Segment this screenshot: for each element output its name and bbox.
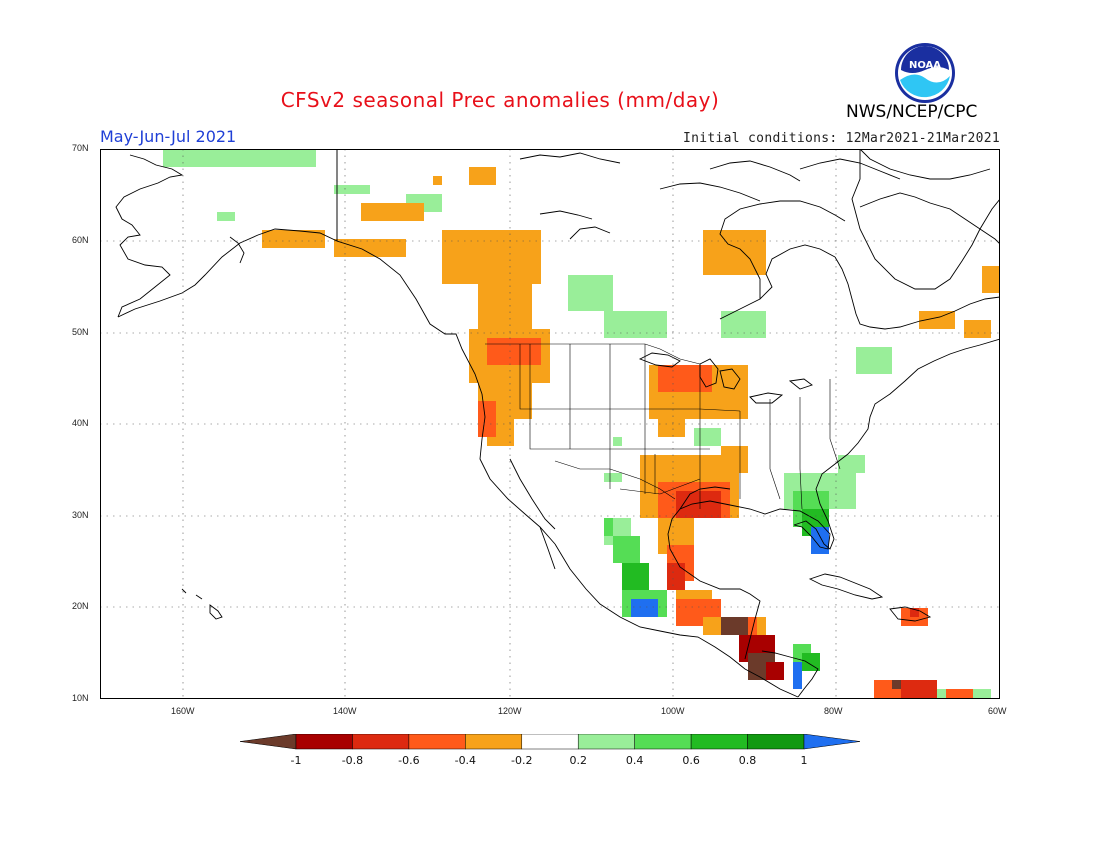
map-title-text: CFSv2 seasonal Prec anomalies (mm/day)	[280, 88, 720, 112]
anomaly-cell	[262, 230, 325, 248]
anomaly-cell	[622, 563, 649, 590]
anomaly-cell	[919, 311, 955, 329]
anomaly-cell	[334, 185, 370, 194]
longitude-label: 140W	[333, 706, 357, 716]
longitude-label: 100W	[661, 706, 685, 716]
colorbar-cell	[408, 734, 466, 750]
colorbar-tick-label: -0.8	[341, 754, 364, 767]
longitude-label: 120W	[498, 706, 522, 716]
anomaly-cell	[703, 230, 766, 275]
anomaly-cell	[901, 680, 937, 698]
colorbar-cell	[465, 734, 523, 750]
colorbar-tick-label: -0.4	[454, 754, 477, 767]
agency-label: NWS/NCEP/CPC	[846, 102, 978, 122]
grid-lines	[100, 149, 1000, 699]
anomaly-cell	[964, 320, 991, 338]
anomaly-cell	[334, 239, 406, 257]
noaa-logo-text: NOAA	[909, 60, 941, 71]
colorbar-tick-label: 0.2	[569, 754, 587, 767]
colorbar-tick-label: -0.6	[398, 754, 420, 767]
anomaly-cell	[604, 518, 613, 536]
anomaly-cell	[361, 203, 424, 221]
anomaly-cell	[604, 311, 667, 338]
latitude-label: 10N	[72, 693, 89, 703]
latitude-label: 60N	[72, 235, 89, 245]
colorbar-tick-label: 0.8	[738, 754, 757, 767]
latitude-label: 30N	[72, 510, 89, 520]
longitude-label: 160W	[171, 706, 195, 716]
colorbar-cell	[747, 734, 805, 750]
anomaly-cell	[613, 536, 640, 563]
colorbar-cell	[295, 734, 353, 750]
anomaly-cell	[910, 608, 919, 617]
colorbar	[240, 734, 860, 750]
colorbar-cells	[240, 734, 860, 750]
anomaly-cell	[946, 689, 973, 698]
anomaly-cell	[613, 437, 622, 446]
colorbar-cell	[577, 734, 635, 750]
anomaly-cell	[568, 275, 613, 311]
colorbar-cell	[521, 734, 579, 750]
anomaly-cell	[793, 662, 802, 689]
anomaly-cell	[811, 527, 829, 554]
longitude-label: 80W	[824, 706, 843, 716]
anomaly-cell	[694, 428, 721, 446]
initial-conditions-label: Initial conditions: 12Mar2021-21Mar2021	[683, 131, 1000, 146]
latitude-label: 50N	[72, 327, 89, 337]
anomaly-cell	[658, 410, 685, 437]
colorbar-arrow-low	[240, 734, 297, 750]
anomaly-cell	[658, 365, 712, 392]
latitude-label: 20N	[72, 601, 89, 611]
colorbar-tick-label: -1	[290, 754, 302, 767]
colorbar-tick-label: 1	[800, 754, 808, 767]
noaa-logo: NOAA	[895, 43, 955, 103]
anomaly-cell	[163, 149, 316, 167]
anomaly-cell	[721, 617, 748, 635]
longitude-label: 60W	[988, 706, 1007, 716]
colorbar-tick-label: 0.6	[682, 754, 700, 767]
anomaly-cell	[892, 680, 901, 689]
anomaly-map	[100, 149, 1000, 699]
anomaly-cell	[802, 653, 820, 671]
colorbar-tick-label: 0.4	[625, 754, 644, 767]
anomaly-cells	[163, 149, 1000, 698]
political-borders	[336, 149, 841, 510]
colorbar-cell	[634, 734, 692, 750]
anomaly-cell	[982, 266, 1000, 293]
anomaly-cell	[766, 662, 784, 680]
anomaly-cell	[856, 347, 892, 374]
anomaly-cell	[478, 275, 532, 338]
anomaly-cell	[838, 455, 865, 473]
anomaly-cell	[604, 473, 622, 482]
anomaly-cell	[433, 176, 442, 185]
anomaly-cell	[478, 401, 496, 437]
latitude-label: 40N	[72, 418, 89, 428]
anomaly-cell	[667, 563, 685, 590]
season-label: May-Jun-Jul 2021	[100, 127, 237, 146]
anomaly-cell	[469, 167, 496, 185]
colorbar-tick-label: -0.2	[511, 754, 533, 767]
anomaly-cell	[487, 338, 541, 365]
map-title: CFSv2 seasonal Prec anomalies (mm/day)	[0, 88, 1100, 112]
anomaly-cell	[217, 212, 235, 221]
colorbar-cell	[352, 734, 410, 750]
latitude-label: 70N	[72, 143, 89, 153]
colorbar-arrow-high	[803, 734, 860, 750]
anomaly-cell	[721, 311, 766, 338]
anomaly-cell	[631, 599, 658, 617]
colorbar-cell	[690, 734, 748, 750]
